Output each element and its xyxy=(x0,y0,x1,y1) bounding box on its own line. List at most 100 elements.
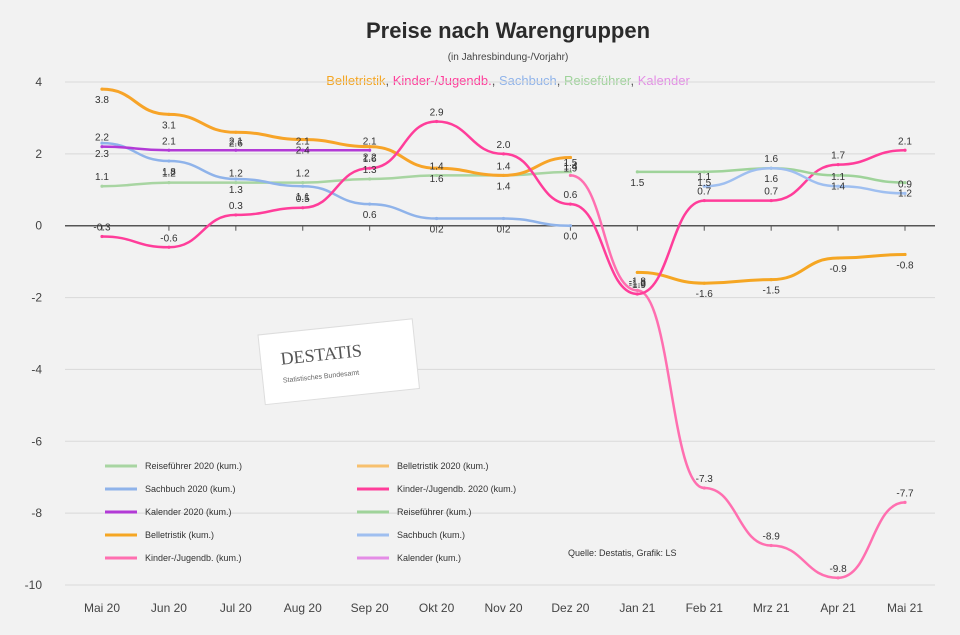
subtitle-part-5: , xyxy=(557,73,564,88)
x-tick-label: Nov 20 xyxy=(484,601,522,615)
x-tick-label: Dez 20 xyxy=(551,601,589,615)
data-label: 0.2 xyxy=(497,225,511,236)
data-point xyxy=(836,576,840,580)
data-point xyxy=(368,148,372,152)
y-tick-label: -6 xyxy=(31,434,42,448)
data-point xyxy=(100,145,104,149)
x-tick-label: Jun 20 xyxy=(151,601,187,615)
data-label: 2.3 xyxy=(95,149,109,160)
y-tick-label: 0 xyxy=(35,219,42,233)
chart-title: Preise nach Warengruppen xyxy=(366,18,650,43)
data-label: 1.1 xyxy=(296,192,310,203)
data-label: -0.8 xyxy=(896,260,914,271)
chart-subtitle: (in Jahresbindung-/Vorjahr) xyxy=(448,52,569,63)
legend-label: Kalender (kum.) xyxy=(397,553,461,563)
data-point xyxy=(100,184,104,188)
y-tick-label: -10 xyxy=(25,578,43,592)
series-line xyxy=(703,166,907,195)
legend-label: Reiseführer (kum.) xyxy=(397,507,472,517)
data-label: 1.6 xyxy=(363,154,377,165)
data-point xyxy=(234,181,238,185)
data-point xyxy=(769,166,773,170)
data-label: 1.6 xyxy=(430,174,444,185)
data-label: 2.1 xyxy=(898,136,912,147)
data-label: 0.7 xyxy=(697,187,711,198)
axis-layer: 4 2 0 -2 -4 -6 -8 -10 Mai 20 Jun 20 Jul 20 Aug 20 Se… xyxy=(25,75,935,615)
y-tick-label: -8 xyxy=(31,506,42,520)
data-label: 2.2 xyxy=(363,153,377,164)
data-point xyxy=(368,145,372,149)
data-label: 0.2 xyxy=(430,225,444,236)
data-point xyxy=(702,486,706,490)
legend-label: Belletristik (kum.) xyxy=(145,530,214,540)
data-label: 0.7 xyxy=(764,187,778,198)
data-point xyxy=(368,177,372,181)
subtitle-part-4: Sachbuch xyxy=(499,73,557,88)
legend-label: Reiseführer 2020 (kum.) xyxy=(145,461,242,471)
data-label: 2.4 xyxy=(296,145,310,156)
source-note: Quelle: Destatis, Grafik: LS xyxy=(568,548,677,558)
data-point xyxy=(301,148,305,152)
data-label: 2.1 xyxy=(296,136,310,147)
data-label: 0.6 xyxy=(363,210,377,221)
x-tick-label: Feb 21 xyxy=(686,601,724,615)
y-tick-label: 2 xyxy=(35,147,42,161)
data-label: 1.4 xyxy=(563,161,577,172)
data-point xyxy=(434,166,439,170)
data-label: 1.1 xyxy=(95,172,109,183)
data-point xyxy=(167,245,171,249)
y-tick-label: -2 xyxy=(31,291,42,305)
data-label: 1.5 xyxy=(563,158,577,169)
data-point xyxy=(434,216,439,221)
subtitle-part-1: , xyxy=(385,73,392,88)
data-label: 1.3 xyxy=(229,185,243,196)
data-point xyxy=(301,184,305,188)
data-point xyxy=(234,213,238,217)
data-point xyxy=(903,181,907,185)
data-point xyxy=(434,173,439,178)
data-label: 1.2 xyxy=(296,169,310,180)
data-point xyxy=(903,191,907,195)
x-tick-label: Aug 20 xyxy=(284,601,322,615)
data-point xyxy=(368,166,372,170)
data-point xyxy=(167,181,171,185)
data-point xyxy=(100,87,104,91)
data-point xyxy=(568,202,573,206)
data-point xyxy=(100,234,104,239)
series-layer xyxy=(100,87,907,580)
legend: Reiseführer 2020 (kum.) Belletristik 2020… xyxy=(105,461,516,563)
subtitle-part-7: , xyxy=(631,73,638,88)
data-label: 2.0 xyxy=(497,140,511,151)
data-label: 1.1 xyxy=(697,172,711,183)
data-label: 3.8 xyxy=(95,95,109,106)
data-point xyxy=(167,112,171,116)
data-point xyxy=(301,206,305,210)
data-label: -1.3 xyxy=(629,278,647,289)
data-point xyxy=(568,224,573,228)
data-label: 1.4 xyxy=(497,181,511,192)
data-label: 0.3 xyxy=(229,201,243,212)
data-point xyxy=(702,170,706,174)
data-label: 1.4 xyxy=(831,181,845,192)
data-label-layer: 1.1 1.2 1.2 1.2 1.3 1.4 1.4 1.52.31.81.31.10.60… xyxy=(93,95,914,575)
data-point xyxy=(234,130,238,134)
data-point xyxy=(568,170,573,174)
data-label: 1.5 xyxy=(630,178,644,189)
legend-label: Kinder-/Jugendb. 2020 (kum.) xyxy=(397,484,516,494)
data-label: 2.2 xyxy=(95,133,109,144)
data-point xyxy=(635,288,639,292)
data-label: -7.3 xyxy=(696,474,714,485)
data-label: 1.6 xyxy=(764,154,778,165)
data-label: -7.7 xyxy=(896,488,914,499)
data-point xyxy=(501,216,506,221)
data-label: -0.3 xyxy=(93,222,111,233)
data-label: 1.5 xyxy=(697,178,711,189)
subtitle-part-8: Kalender xyxy=(638,73,691,88)
data-label: 1.4 xyxy=(497,161,511,172)
data-label: 0.9 xyxy=(898,179,912,190)
y-tick-label: -4 xyxy=(31,362,42,376)
data-label: -1.8 xyxy=(629,276,647,287)
destatis-logo: DESTATIS Statistisches Bundesamt xyxy=(257,318,421,406)
